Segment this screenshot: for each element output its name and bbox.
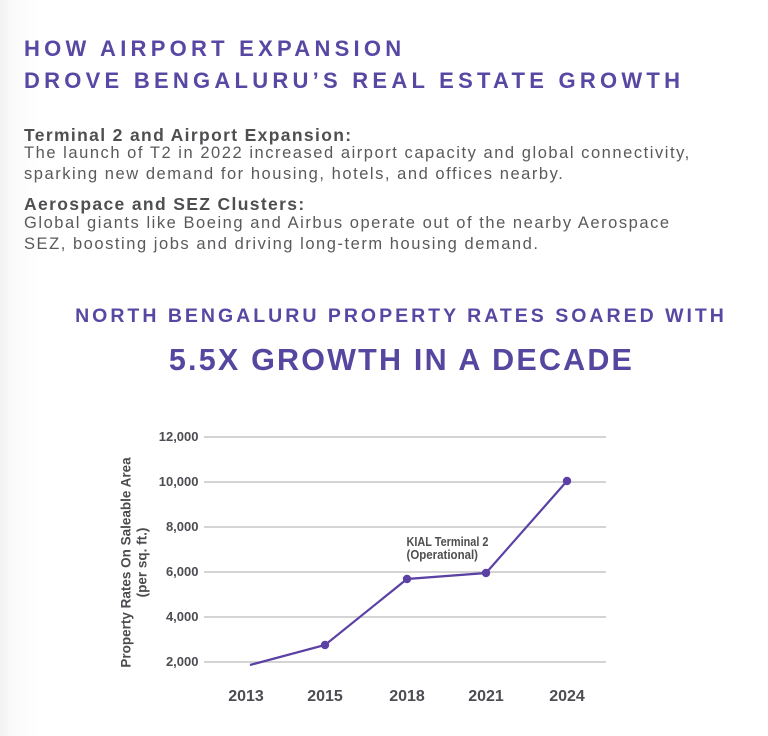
svg-text:2021: 2021 (468, 688, 504, 705)
svg-text:2024: 2024 (549, 688, 585, 705)
svg-text:2015: 2015 (307, 688, 343, 705)
svg-text:Property Rates On Saleable Are: Property Rates On Saleable Area (119, 457, 134, 668)
svg-text:8,000: 8,000 (166, 519, 199, 534)
svg-text:KIAL Terminal 2: KIAL Terminal 2 (407, 534, 489, 549)
svg-text:2018: 2018 (389, 688, 425, 705)
svg-text:(per sq. ft.): (per sq. ft.) (135, 528, 150, 598)
svg-text:10,000: 10,000 (159, 474, 199, 489)
svg-text:2,000: 2,000 (166, 654, 199, 669)
svg-text:6,000: 6,000 (166, 564, 199, 579)
svg-text:4,000: 4,000 (166, 609, 199, 624)
svg-text:12,000: 12,000 (159, 429, 199, 444)
svg-text:2013: 2013 (228, 688, 264, 705)
svg-text:(Operational): (Operational) (407, 547, 479, 562)
